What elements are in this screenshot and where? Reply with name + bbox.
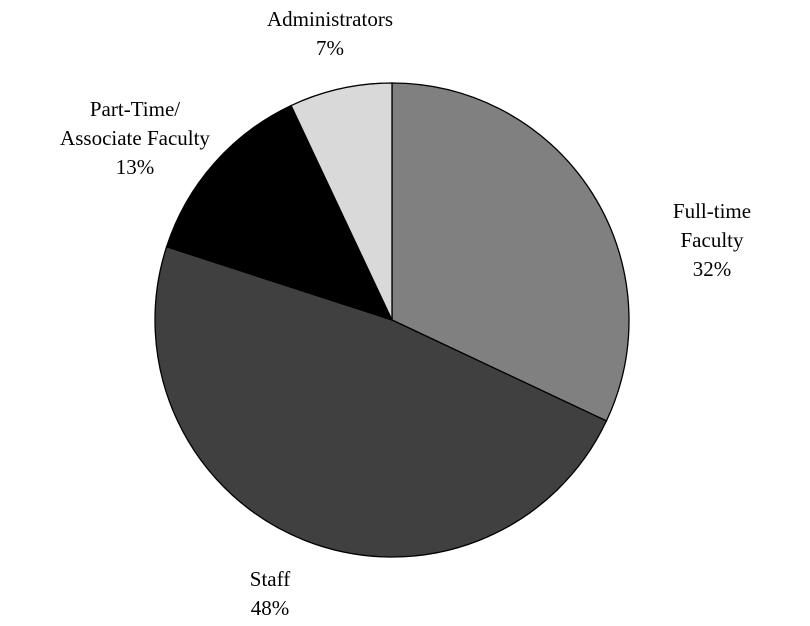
category-label: Part-Time/ Associate Faculty bbox=[60, 97, 210, 150]
category-label: Full-time Faculty bbox=[672, 199, 752, 252]
category-label: Staff bbox=[249, 567, 291, 591]
pie-slice bbox=[391, 82, 630, 422]
category-label: Administrators bbox=[267, 7, 393, 31]
slice-label: Full-time Faculty 32% bbox=[663, 197, 761, 284]
value-label: 48% bbox=[250, 596, 290, 620]
value-label: 32% bbox=[692, 257, 732, 281]
slice-label: Administrators 7% bbox=[267, 5, 393, 63]
value-label: 13% bbox=[115, 155, 155, 179]
slice-label: Part-Time/ Associate Faculty 13% bbox=[60, 95, 210, 182]
slice-label: Staff 48% bbox=[250, 565, 290, 623]
pie-slice bbox=[154, 245, 608, 558]
value-label: 7% bbox=[316, 36, 344, 60]
pie-slice bbox=[290, 82, 393, 321]
pie-slice bbox=[165, 104, 394, 322]
